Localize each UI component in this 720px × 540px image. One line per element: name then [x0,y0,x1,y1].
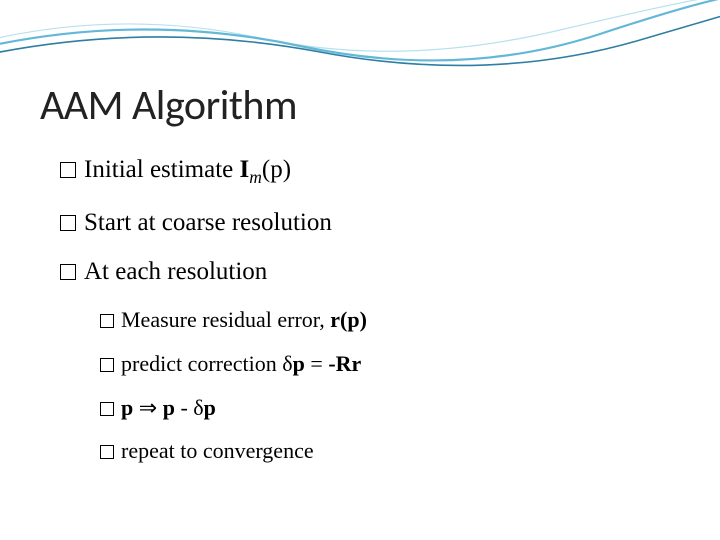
bullet-text-part: p [293,351,305,376]
bullet-text-part: p [121,395,133,420]
bullet-text-part: repeat to convergence [121,438,314,463]
bullet-text-part: m [249,167,262,187]
bullet-level-2: p ⇒ p - δp [100,393,680,423]
bullet-text-part: p [163,395,175,420]
bullet-level-2: predict correction δp = -Rr [100,349,680,379]
bullet-marker-icon [60,264,76,280]
bullet-level-1: Initial estimate Im(p) [60,153,680,190]
slide-title: AAM Algorithm [40,80,680,131]
bullet-marker-icon [60,162,76,178]
bullet-list: Initial estimate Im(p) Start at coarse re… [40,153,680,466]
slide: AAM Algorithm Initial estimate Im(p) Star… [0,0,720,540]
bullet-text-part: Measure residual error, [121,307,330,332]
bullet-text-part: δ [282,351,292,376]
bullet-text-part: -Rr [328,351,361,376]
bullet-marker-icon [60,215,76,231]
bullet-marker-icon [100,402,114,416]
bullet-text-part: I [240,156,250,183]
bullet-marker-icon [100,445,114,459]
bullet-level-2: Measure residual error, r(p) [100,305,680,335]
bullet-level-1: At each resolution [60,255,680,289]
bullet-text-part: r(p) [330,307,367,332]
bullet-level-2: repeat to convergence [100,436,680,466]
bullet-text-part: - [175,395,193,420]
bullet-text-part: ⇒ [133,395,162,420]
bullet-text-part: Initial estimate [84,156,240,183]
bullet-marker-icon [100,314,114,328]
bullet-text-part: (p) [262,156,291,183]
bullet-text-part: Start at coarse resolution [84,209,332,236]
bullet-text-part: = [305,351,328,376]
bullet-text-part: At each resolution [84,258,267,285]
bullet-text-part: δ [193,395,203,420]
bullet-text-part: predict correction [121,351,282,376]
bullet-text-part: p [204,395,216,420]
bullet-marker-icon [100,358,114,372]
bullet-level-1: Start at coarse resolution [60,206,680,240]
